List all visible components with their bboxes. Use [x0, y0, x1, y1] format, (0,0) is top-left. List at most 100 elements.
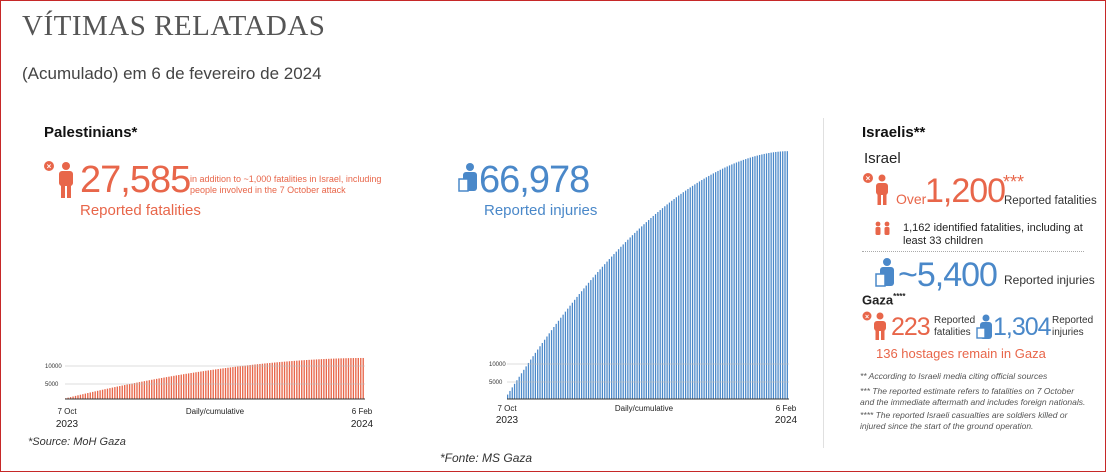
family-icon: [875, 221, 890, 235]
fatalities-chart-bar: [82, 394, 84, 399]
injuries-chart-bar: [608, 259, 610, 399]
fatalities-chart-bar: [357, 357, 359, 399]
injured-person-icon: [458, 163, 477, 192]
injuries-chart-x-end-year: 2024: [775, 415, 798, 426]
injuries-chart-bar: [527, 362, 530, 399]
injuries-chart-bar: [645, 222, 647, 399]
injuries-chart-bar: [555, 323, 557, 399]
fatalities-chart-bar: [308, 359, 310, 399]
identified-note: 1,162 identified fatalities, including a…: [903, 222, 1083, 247]
fatalities-chart-bar: [119, 386, 121, 399]
fatalities-chart-bar: [222, 368, 224, 399]
injuries-chart-bar: [712, 173, 714, 399]
fatalities-chart-bar: [133, 383, 136, 399]
injuries-chart-bar: [768, 153, 770, 399]
footer-source: *Fonte: MS Gaza: [440, 451, 533, 465]
injuries-chart-bar: [689, 187, 691, 399]
fatalities-chart-bar: [288, 361, 291, 399]
fatalities-chart-bar: [104, 389, 106, 399]
injuries-chart-bar: [705, 177, 708, 399]
injuries-chart-bar: [594, 274, 597, 399]
injuries-chart-x-start-year: 2023: [496, 415, 519, 426]
gaza-label: Gaza****: [862, 292, 906, 308]
injuries-chart-bar: [738, 161, 740, 399]
injuries-chart-bar: [715, 172, 717, 399]
israel-fatalities-label: Reported fatalities: [1004, 195, 1097, 207]
injuries-chart-bar: [530, 359, 532, 399]
fatalities-chart-bar: [101, 389, 104, 399]
injuries-chart-bar: [717, 170, 719, 399]
injuries-chart-bar: [597, 272, 599, 399]
palestinian-fatalities-number: 27,585: [80, 159, 191, 201]
injuries-chart-bar: [770, 152, 772, 399]
fatalities-chart-bar: [180, 374, 182, 399]
fatalities-chart-bar: [227, 367, 229, 399]
fatalities-chart-bar: [340, 358, 342, 399]
israelis-heading: Israelis**: [862, 124, 926, 141]
fatalities-chart-bar: [94, 391, 96, 399]
palestinian-fatalities-label: Reported fatalities: [80, 202, 201, 219]
fatalities-chart-bar: [305, 360, 308, 399]
injuries-chart-bar: [661, 208, 664, 399]
fatalities-chart-bar: [310, 359, 313, 399]
injuries-chart-bar: [735, 162, 738, 399]
palestinian-source: *Source: MoH Gaza: [28, 436, 126, 448]
injuries-chart-bar: [775, 151, 777, 399]
injuries-chart-bar: [691, 185, 694, 399]
fatalities-chart-bar: [121, 385, 123, 399]
fatalities-chart-bar: [77, 395, 79, 399]
injuries-chart-bar: [733, 163, 735, 399]
injuries-chart-bar: [557, 320, 560, 399]
injuries-chart-bar: [520, 373, 523, 399]
injuries-chart-bar: [590, 280, 592, 399]
fatalities-chart-bar: [187, 373, 190, 399]
injuries-chart-bar: [678, 195, 680, 399]
injuries-chart-bar: [580, 291, 583, 399]
palestinian-fatalities-note: in addition to ~1,000 fatalities in Isra…: [190, 174, 382, 195]
injuries-chart-bar: [583, 288, 585, 399]
fatalities-chart-bar: [342, 358, 345, 399]
fatalities-chart-bar: [251, 364, 254, 399]
fatalities-chart-x-end-year: 2024: [351, 419, 374, 430]
fatalities-chart-bar: [173, 375, 175, 399]
injuries-chart-bar: [567, 308, 569, 399]
fatalities-chart-bar: [313, 359, 315, 399]
injuries-chart-bar: [564, 311, 567, 399]
injuries-chart-bar: [782, 151, 784, 399]
injuries-chart-bar: [765, 153, 768, 399]
injuries-chart-bar: [624, 242, 627, 399]
injuries-chart-bar: [779, 151, 782, 399]
injuries-chart-bar: [543, 339, 546, 399]
injuries-chart-bar: [569, 305, 571, 399]
fatalities-chart-bar: [355, 358, 357, 399]
injuries-chart-bar: [728, 165, 731, 399]
injuries-chart-bar: [680, 193, 682, 399]
fatalities-chart-bar: [114, 387, 116, 399]
fatalities-chart-bar: [168, 376, 170, 399]
fatalities-chart-bar: [138, 382, 141, 399]
gaza-injured-icon: [976, 314, 992, 339]
injuries-chart: 10000 5000 7 Oct 2023 Daily/cumulative 6…: [489, 151, 798, 426]
svg-text:×: ×: [866, 174, 871, 183]
injuries-chart-bar: [578, 294, 580, 399]
injuries-chart-bar: [585, 285, 587, 399]
fatalities-chart-bar: [185, 373, 187, 399]
injuries-chart-bar: [666, 204, 668, 399]
fatality-person-icon: ×: [44, 161, 73, 198]
fatalities-chart-bar: [266, 363, 268, 399]
fatalities-chart-bar: [293, 360, 296, 399]
injuries-chart-bar: [546, 336, 548, 399]
fatalities-chart-bar: [362, 357, 364, 399]
injuries-chart-bar: [601, 266, 604, 399]
fatalities-chart-bar: [350, 358, 352, 399]
fatalities-chart-bar: [92, 391, 94, 399]
fatalities-chart-bar: [84, 393, 87, 399]
fatalities-chart-bar: [163, 377, 165, 399]
fatalities-chart-bar: [237, 366, 239, 399]
injuries-chart-bar: [553, 326, 555, 399]
fatalities-chart-bar: [124, 385, 126, 399]
injuries-chart-bar: [548, 333, 550, 399]
injuries-chart-bar: [742, 159, 745, 399]
injuries-chart-bar: [507, 394, 509, 399]
injuries-chart-bar: [752, 156, 754, 399]
